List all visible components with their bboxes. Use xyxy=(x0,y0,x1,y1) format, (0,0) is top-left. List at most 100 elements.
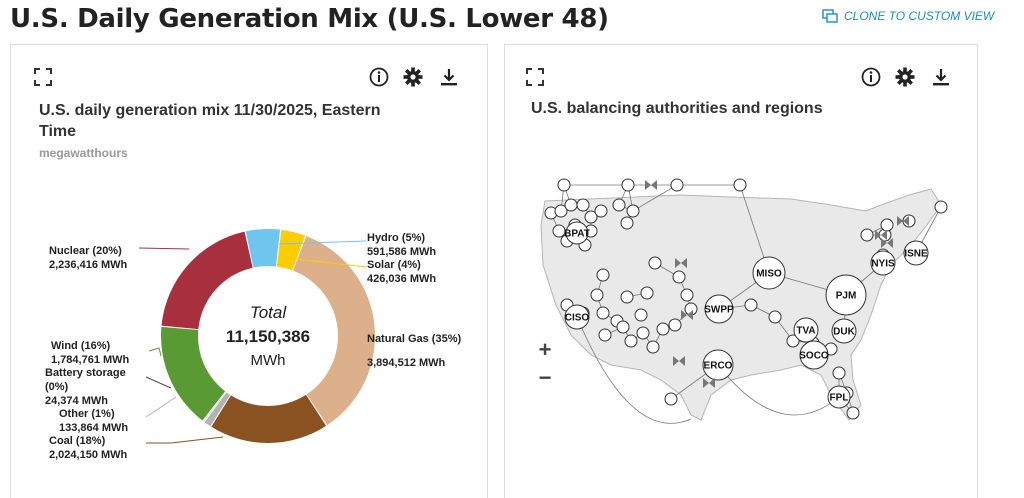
balancing-authority-node[interactable] xyxy=(640,286,654,300)
balancing-authority-node[interactable] xyxy=(670,178,684,192)
node-tva[interactable] xyxy=(793,317,819,343)
balancing-authority-node[interactable] xyxy=(860,228,874,242)
slice-wind[interactable] xyxy=(160,326,226,421)
node-fpl[interactable] xyxy=(827,385,851,409)
flow-marker-icon xyxy=(703,378,715,388)
balancing-authority-node[interactable] xyxy=(554,204,568,218)
node-isne[interactable] xyxy=(903,240,929,266)
balancing-authority-node[interactable] xyxy=(557,178,571,192)
flow-marker-icon xyxy=(897,216,909,226)
node-label-bpat: BPAT xyxy=(564,229,590,240)
info-icon[interactable] xyxy=(369,67,389,87)
node-label-ciso: CISO xyxy=(565,313,590,324)
balancing-authority-node[interactable] xyxy=(680,288,694,302)
node-label-pjm: PJM xyxy=(836,291,857,302)
balancing-authority-node[interactable] xyxy=(733,178,747,192)
label-solar: Solar (4%) 426,036 MWh xyxy=(367,259,437,285)
balancing-authority-node[interactable] xyxy=(612,198,626,212)
balancing-authority-node[interactable] xyxy=(616,320,630,334)
balancing-authority-node[interactable] xyxy=(648,256,662,270)
balancing-authority-node[interactable] xyxy=(590,288,604,302)
leader-line xyxy=(146,436,224,444)
node-pjm[interactable] xyxy=(825,274,867,316)
total-value: 11,150,386 xyxy=(226,327,310,346)
balancing-authority-node[interactable] xyxy=(664,392,678,406)
node-erco[interactable] xyxy=(702,349,734,381)
expand-icon[interactable] xyxy=(33,67,53,87)
node-swpp[interactable] xyxy=(704,294,734,324)
flow-marker-icon xyxy=(881,238,893,248)
slice-battery-storage[interactable] xyxy=(203,391,226,422)
us-map[interactable]: BPAT CISO SWPP ERCO MISO PJM TVA DUK SOCO FPL NYIS… xyxy=(531,165,961,465)
balancing-authority-node[interactable] xyxy=(552,224,566,238)
label-battery-storage: Battery storage (0%) 24,374 MWh xyxy=(45,367,126,407)
balancing-authority-node[interactable] xyxy=(596,268,610,282)
chart-subtitle: megawatthours xyxy=(39,146,128,160)
balancing-authority-node[interactable] xyxy=(596,306,610,320)
balancing-authority-node[interactable] xyxy=(672,270,686,284)
balancing-authority-node[interactable] xyxy=(846,406,860,420)
node-nyis[interactable] xyxy=(870,250,896,276)
balancing-authority-node[interactable] xyxy=(594,204,608,218)
node-duk[interactable] xyxy=(831,318,857,344)
balancing-authority-node[interactable] xyxy=(768,310,782,324)
balancing-authority-node[interactable] xyxy=(624,334,638,348)
gear-icon[interactable] xyxy=(895,67,915,87)
flow-marker-icon xyxy=(645,180,657,190)
balancing-authority-node[interactable] xyxy=(620,216,634,230)
clone-to-custom-view-button[interactable]: CLONE TO CUSTOM VIEW xyxy=(822,9,994,23)
leader-line xyxy=(295,258,367,268)
balancing-authority-node[interactable] xyxy=(880,218,894,232)
node-label-nyis: NYIS xyxy=(871,259,895,270)
node-label-swpp: SWPP xyxy=(704,305,734,316)
clone-icon xyxy=(822,9,838,23)
slice-coal[interactable] xyxy=(211,394,327,443)
balancing-authority-node[interactable] xyxy=(620,290,634,304)
balancing-authority-node[interactable] xyxy=(832,366,846,380)
info-icon[interactable] xyxy=(861,67,881,87)
balancing-authority-node[interactable] xyxy=(576,198,590,212)
slice-nuclear[interactable] xyxy=(161,231,253,330)
leader-line xyxy=(148,347,162,357)
balancing-authority-node[interactable] xyxy=(744,298,758,312)
balancing-authority-node[interactable] xyxy=(621,178,635,192)
slice-natural-gas[interactable] xyxy=(293,236,375,426)
balancing-authority-node[interactable] xyxy=(668,318,682,332)
node-soco[interactable] xyxy=(799,340,829,370)
gear-icon[interactable] xyxy=(403,67,423,87)
balancing-authority-node[interactable] xyxy=(598,328,612,342)
slice-other[interactable] xyxy=(204,392,231,427)
balancing-authority-node[interactable] xyxy=(626,204,640,218)
node-label-duk: DUK xyxy=(833,327,855,338)
label-hydro: Hydro (5%) 591,586 MWh xyxy=(367,232,437,258)
balancing-authority-node[interactable] xyxy=(636,326,650,340)
node-ciso[interactable] xyxy=(564,304,590,330)
zoom-in-button[interactable]: + xyxy=(531,337,559,365)
slice-solar[interactable] xyxy=(276,229,306,271)
balancing-authority-node[interactable] xyxy=(786,334,800,348)
slice-hydro[interactable] xyxy=(245,229,281,268)
balancing-authority-node[interactable] xyxy=(656,322,670,336)
node-miso[interactable] xyxy=(752,256,786,290)
flow-marker-icon xyxy=(673,356,685,366)
interchange-line xyxy=(576,316,692,424)
label-coal: Coal (18%) 2,024,150 MWh xyxy=(49,435,128,461)
balancing-authority-node[interactable] xyxy=(634,308,648,322)
flow-marker-icon xyxy=(681,310,693,320)
clone-label: CLONE TO CUSTOM VIEW xyxy=(844,9,995,23)
us-land-shape xyxy=(540,188,942,421)
balancing-authority-node[interactable] xyxy=(934,200,948,214)
node-label-tva: TVA xyxy=(796,326,815,337)
download-icon[interactable] xyxy=(439,67,459,87)
generation-mix-panel: U.S. daily generation mix 11/30/2025, Ea… xyxy=(10,44,488,498)
download-icon[interactable] xyxy=(931,67,951,87)
chart-title: U.S. daily generation mix 11/30/2025, Ea… xyxy=(39,102,381,140)
label-wind: Wind (16%) 1,784,761 MWh xyxy=(51,340,130,366)
balancing-authority-node[interactable] xyxy=(584,210,598,224)
expand-icon[interactable] xyxy=(525,67,545,87)
node-bpat[interactable] xyxy=(565,221,589,245)
balancing-authority-node[interactable] xyxy=(564,198,578,212)
balancing-authority-node[interactable] xyxy=(646,340,660,354)
leader-line xyxy=(138,247,190,250)
zoom-out-button[interactable]: − xyxy=(531,365,559,393)
